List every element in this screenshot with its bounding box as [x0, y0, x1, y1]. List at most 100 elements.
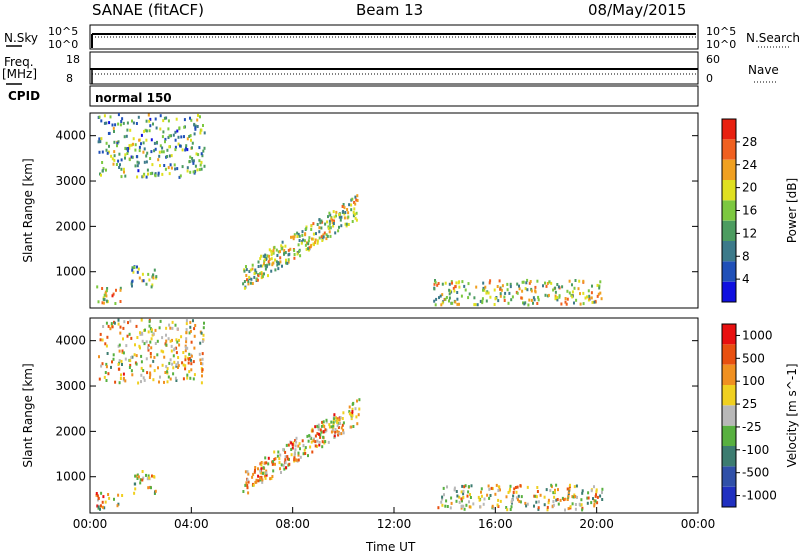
- data-cell: [304, 243, 307, 247]
- data-cell: [184, 367, 187, 371]
- data-cell: [159, 114, 162, 118]
- data-cell: [309, 445, 312, 449]
- data-cell: [437, 282, 440, 285]
- data-cell: [458, 285, 461, 289]
- data-cell: [599, 280, 602, 284]
- data-cell: [138, 145, 141, 149]
- data-cell: [146, 477, 149, 481]
- data-cell: [587, 289, 590, 293]
- data-cell: [586, 496, 589, 500]
- data-cell: [576, 495, 578, 499]
- data-cell: [582, 302, 585, 306]
- data-cell: [134, 487, 137, 491]
- data-cell: [139, 346, 141, 350]
- data-cell: [307, 454, 309, 458]
- data-cell: [99, 507, 101, 511]
- data-cell: [162, 350, 165, 354]
- data-cell: [188, 160, 191, 163]
- colorbar-segment: [722, 200, 736, 221]
- data-cell: [329, 213, 332, 217]
- data-cell: [305, 227, 308, 230]
- data-cell: [105, 379, 108, 382]
- data-cell: [126, 121, 129, 125]
- data-cell: [453, 488, 456, 492]
- data-cell: [189, 376, 192, 380]
- data-cell: [192, 360, 195, 364]
- data-cell: [175, 338, 178, 342]
- data-cell: [177, 142, 180, 146]
- data-cell: [141, 470, 144, 473]
- data-cell: [103, 114, 106, 118]
- data-cell: [500, 288, 503, 292]
- data-cell: [167, 119, 170, 123]
- data-cell: [444, 297, 447, 301]
- data-cell: [482, 286, 485, 290]
- power-panel: 1000 2000 3000 4000 Slant Range [km]: [21, 112, 699, 309]
- data-cell: [581, 506, 584, 510]
- data-cell: [105, 365, 108, 369]
- data-cell: [166, 155, 169, 158]
- data-cell: [556, 498, 559, 501]
- data-cell: [512, 494, 515, 498]
- data-cell: [590, 291, 593, 295]
- data-cell: [182, 351, 185, 354]
- data-cell: [325, 418, 328, 422]
- data-cell: [198, 159, 201, 163]
- data-cell: [345, 224, 348, 228]
- data-cell: [176, 327, 179, 331]
- data-cell: [105, 299, 108, 303]
- data-cell: [178, 343, 181, 347]
- data-cell: [331, 221, 334, 224]
- data-cell: [276, 263, 279, 267]
- data-cell: [454, 285, 457, 289]
- data-cell: [474, 303, 477, 307]
- data-cell: [463, 507, 466, 511]
- data-cell: [294, 444, 297, 448]
- data-cell: [288, 457, 290, 461]
- data-cell: [168, 134, 171, 138]
- data-cell: [325, 420, 328, 424]
- data-cell: [291, 235, 294, 239]
- data-cell: [460, 505, 463, 509]
- data-cell: [150, 150, 153, 154]
- data-cell: [116, 144, 118, 148]
- data-cell: [150, 328, 153, 332]
- data-cell: [119, 288, 122, 292]
- data-cell: [553, 490, 556, 494]
- data-cell: [533, 298, 536, 302]
- freq-tick-top: 18: [66, 53, 80, 66]
- data-cell: [140, 142, 142, 146]
- data-cell: [135, 324, 138, 328]
- data-cell: [113, 154, 116, 158]
- data-cell: [356, 422, 359, 426]
- x-tick-label: 16:00: [478, 517, 513, 531]
- data-cell: [157, 366, 159, 370]
- data-cell: [554, 290, 557, 294]
- data-cell: [561, 285, 564, 289]
- y-tick-label: 1000: [55, 470, 86, 484]
- data-cell: [332, 210, 335, 214]
- data-cell: [133, 482, 136, 486]
- data-cell: [105, 141, 108, 145]
- data-cell: [191, 159, 194, 163]
- data-cell: [135, 362, 138, 366]
- data-cell: [594, 494, 597, 498]
- data-cell: [243, 269, 246, 273]
- data-cell: [495, 483, 498, 487]
- data-cell: [307, 247, 310, 251]
- data-cell: [277, 267, 280, 271]
- data-cell: [250, 277, 253, 281]
- data-cell: [320, 219, 323, 223]
- data-cell: [190, 118, 193, 122]
- data-cell: [187, 357, 190, 361]
- data-cell: [201, 352, 204, 356]
- colorbar-segment: [722, 119, 736, 140]
- data-cell: [102, 325, 105, 328]
- data-cell: [268, 248, 271, 252]
- data-cell: [114, 380, 117, 384]
- data-cell: [201, 362, 204, 366]
- data-cell: [185, 331, 188, 335]
- data-cell: [191, 146, 193, 150]
- data-cell: [104, 291, 107, 295]
- data-cell: [521, 280, 524, 284]
